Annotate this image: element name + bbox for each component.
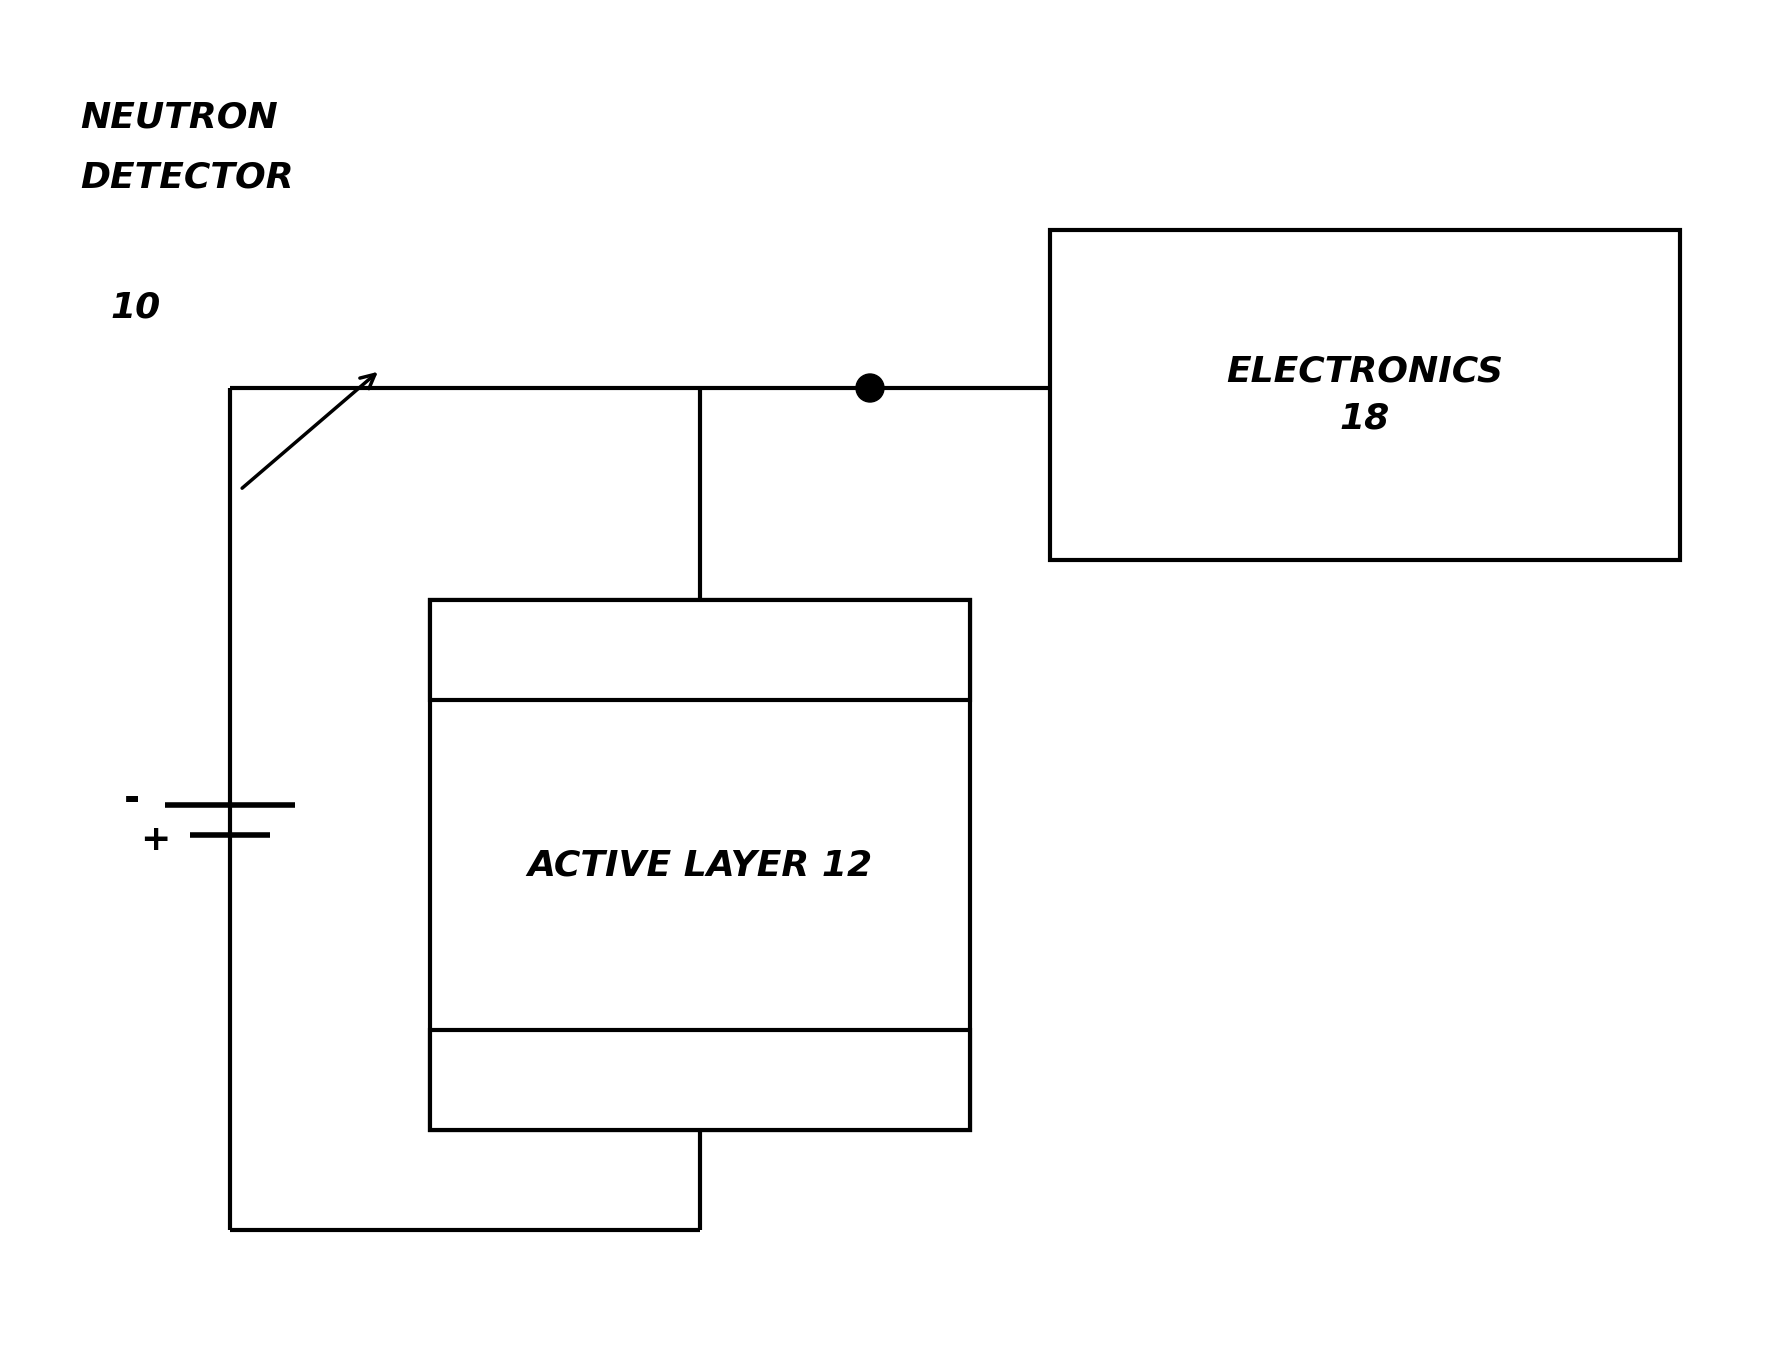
Text: ELECTRONICS
18: ELECTRONICS 18 bbox=[1226, 354, 1503, 436]
Text: ACTIVE LAYER 12: ACTIVE LAYER 12 bbox=[527, 848, 873, 882]
Text: DETECTOR: DETECTOR bbox=[80, 161, 293, 193]
Bar bbox=[430, 1030, 969, 1131]
Bar bbox=[430, 600, 969, 1131]
Text: NEUTRON: NEUTRON bbox=[80, 100, 278, 134]
Bar bbox=[1050, 230, 1680, 560]
Text: 10: 10 bbox=[111, 289, 161, 324]
Bar bbox=[430, 600, 969, 700]
Circle shape bbox=[857, 375, 884, 402]
Text: +: + bbox=[139, 823, 170, 858]
Text: -: - bbox=[123, 781, 139, 819]
Text: ELECTRODE 16: ELECTRODE 16 bbox=[550, 1063, 850, 1098]
Text: ELECTRODE 14: ELECTRODE 14 bbox=[550, 632, 850, 667]
